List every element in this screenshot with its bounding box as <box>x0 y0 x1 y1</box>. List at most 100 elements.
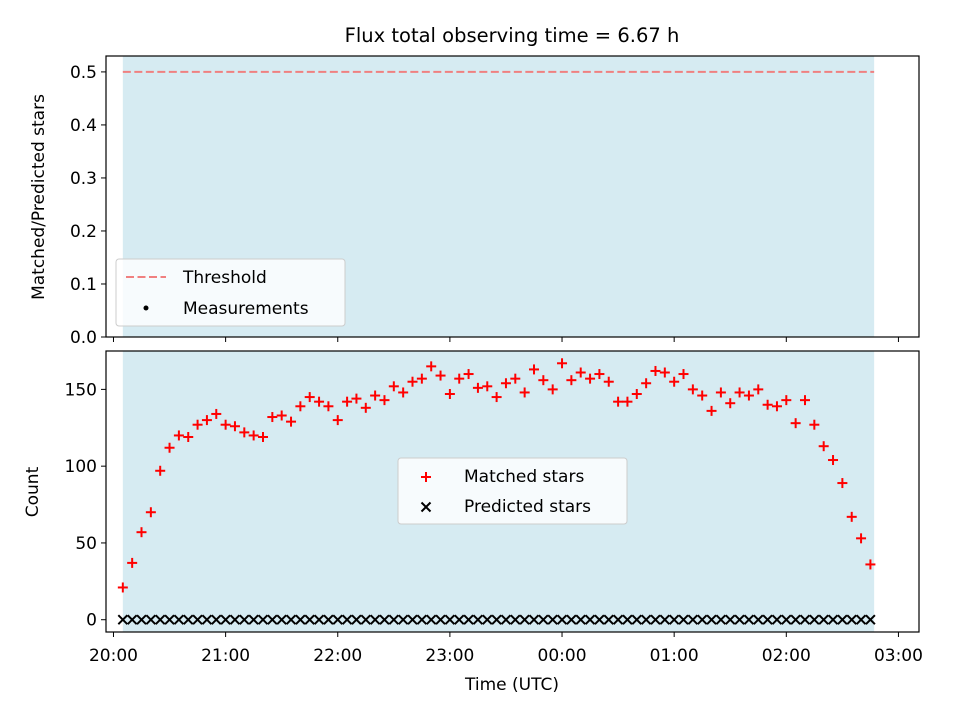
matched-star-point <box>155 465 166 476</box>
predicted-star-point <box>678 614 689 625</box>
matched-star-point <box>407 376 418 387</box>
matched-star-point <box>454 373 465 384</box>
predicted-star-point <box>827 614 839 625</box>
legend-matched-swatch <box>421 472 431 482</box>
matched-star-point <box>211 408 222 419</box>
predicted-star-point <box>211 614 222 625</box>
predicted-star-point <box>855 614 867 625</box>
matched-star-point <box>398 387 409 398</box>
predicted-star-point <box>696 614 708 625</box>
legend-measurements-swatch <box>143 305 149 311</box>
matched-star-point <box>145 507 156 518</box>
matched-star-point <box>323 401 334 412</box>
matched-star-point <box>687 384 698 395</box>
top-y-tick-label: 0.4 <box>70 116 97 136</box>
top-axes-frame <box>105 55 920 338</box>
matched-star-point <box>444 388 455 399</box>
predicted-star-point <box>556 614 568 625</box>
x-tick-label: 00:00 <box>538 646 587 666</box>
predicted-star-point <box>725 614 736 625</box>
top-y-tick-label: 0.1 <box>70 275 97 295</box>
predicted-star-point <box>650 614 661 625</box>
predicted-star-point <box>351 614 362 625</box>
predicted-star-point <box>594 614 605 625</box>
bottom-legend: Matched stars Predicted stars <box>397 457 628 525</box>
predicted-star-point <box>425 614 437 625</box>
predicted-star-point <box>566 614 577 625</box>
matched-star-point <box>127 557 138 568</box>
matched-star-point <box>472 382 483 393</box>
predicted-star-point <box>743 614 755 625</box>
matched-star-point <box>622 396 633 407</box>
predicted-star-point <box>547 614 558 625</box>
predicted-star-point <box>313 614 325 625</box>
predicted-star-point <box>220 614 231 625</box>
matched-star-point <box>201 415 212 426</box>
predicted-star-point <box>126 614 138 625</box>
predicted-star-point <box>239 614 250 625</box>
predicted-star-point <box>454 614 465 625</box>
top-y-tick-label: 0.3 <box>70 169 97 189</box>
matched-star-point <box>370 390 381 401</box>
predicted-star-point <box>491 614 502 625</box>
legend-plus-marker <box>421 472 431 482</box>
predicted-star-point <box>341 614 353 625</box>
matched-star-point <box>267 412 278 423</box>
x-axis-label: Time (UTC) <box>464 675 559 695</box>
matched-star-point <box>809 419 820 430</box>
predicted-star-point <box>304 614 315 625</box>
predicted-star-point <box>397 614 409 625</box>
predicted-star-point <box>435 614 446 625</box>
matched-star-point <box>192 419 203 430</box>
bottom-y-tick-label: 150 <box>65 380 97 400</box>
predicted-star-point <box>510 614 521 625</box>
matched-star-point <box>697 390 708 401</box>
predicted-star-point <box>323 614 334 625</box>
predicted-star-point <box>818 614 829 625</box>
matched-star-point <box>650 365 661 376</box>
predicted-star-point <box>687 614 699 625</box>
top-y-axis-label: Matched/Predicted stars <box>29 94 49 300</box>
predicted-star-point <box>388 614 400 625</box>
predicted-star-point <box>622 614 633 625</box>
matched-star-point <box>295 401 306 412</box>
predicted-star-point <box>575 614 586 625</box>
matched-star-point <box>435 370 446 381</box>
predicted-star-point <box>276 614 287 625</box>
matched-star-point <box>276 410 287 421</box>
top-panel: 0.0 0.1 0.2 0.3 0.4 0.5 Matched/Predicted sta… <box>29 55 920 348</box>
predicted-star-point <box>865 614 876 625</box>
matched-star-point <box>734 387 745 398</box>
predicted-star-point <box>295 614 306 625</box>
predicted-star-point <box>659 614 671 625</box>
predicted-star-point <box>799 614 811 625</box>
legend-predicted-swatch <box>420 501 432 513</box>
matched-star-point <box>388 381 399 392</box>
legend-predicted-label: Predicted stars <box>464 497 591 517</box>
predicted-star-point <box>640 614 652 625</box>
predicted-star-point <box>771 614 783 625</box>
predicted-star-point <box>519 614 530 625</box>
matched-star-point <box>753 384 764 395</box>
top-y-axis-ticks: 0.0 0.1 0.2 0.3 0.4 0.5 <box>70 63 106 348</box>
matched-star-point <box>510 373 521 384</box>
matched-star-point <box>799 395 810 406</box>
predicted-star-point <box>715 614 727 625</box>
matched-star-point <box>164 442 175 453</box>
matched-star-point <box>220 419 231 430</box>
matched-star-point <box>585 373 596 384</box>
predicted-star-point <box>584 614 596 625</box>
predicted-star-point <box>463 614 474 625</box>
matched-star-point <box>818 441 829 452</box>
predicted-star-point <box>145 614 157 625</box>
matched-star-point <box>762 399 773 410</box>
matched-star-point <box>491 392 502 403</box>
matched-star-point <box>557 358 568 369</box>
matched-star-point <box>837 478 848 489</box>
predicted-star-point <box>603 614 614 625</box>
matched-star-point <box>183 431 194 442</box>
predicted-star-point <box>164 614 175 625</box>
predicted-star-point <box>500 614 512 625</box>
matched-stars-series <box>117 358 876 593</box>
